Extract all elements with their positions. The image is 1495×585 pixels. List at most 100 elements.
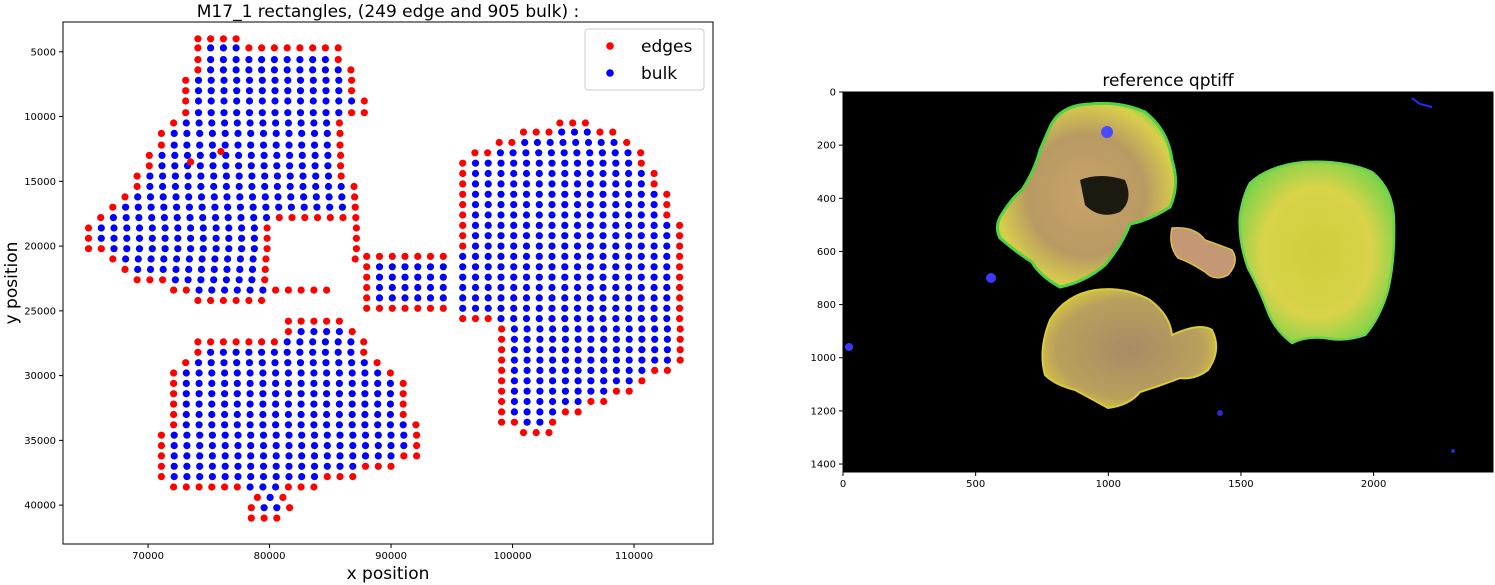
tissue-lower: [1041, 288, 1218, 410]
bulk-point: [272, 462, 280, 470]
scatter-y-axis: 5000 10000 15000 20000 25000 30000 35000 40000: [24, 47, 63, 512]
bulk-point: [223, 193, 231, 201]
bulk-point: [497, 221, 505, 229]
bulk-point: [573, 169, 582, 178]
bulk-point: [612, 201, 620, 209]
bulk-point: [509, 149, 517, 157]
bulk-point: [258, 56, 266, 64]
bulk-point: [611, 149, 619, 157]
bulk-point: [234, 431, 242, 439]
edge-point: [399, 400, 407, 408]
bulk-point: [573, 159, 582, 167]
edge-point: [337, 151, 345, 159]
bulk-point: [522, 169, 531, 178]
bulk-point: [573, 273, 582, 281]
bulk-point: [401, 283, 409, 292]
bulk-point: [510, 397, 518, 406]
bulk-point: [262, 203, 270, 211]
bulk-point: [637, 263, 645, 271]
bulk-point: [259, 431, 268, 439]
bulk-point: [309, 338, 317, 346]
bulk-point: [561, 283, 569, 292]
bulk-point: [587, 346, 595, 354]
bulk-point: [510, 387, 518, 395]
bulk-point: [336, 462, 344, 470]
bulk-point: [234, 129, 242, 137]
bulk-point: [271, 76, 279, 84]
edge-point: [146, 276, 154, 284]
bulk-point: [637, 273, 645, 281]
bulk-point: [625, 283, 633, 292]
bulk-point: [284, 76, 292, 84]
bulk-point: [484, 252, 492, 260]
edge-point: [323, 286, 331, 294]
bulk-point: [361, 442, 370, 450]
bulk-point: [234, 473, 242, 481]
bulk-point: [612, 169, 620, 178]
bulk-point: [233, 359, 241, 367]
bulk-point: [548, 294, 556, 302]
bulk-point: [248, 265, 257, 273]
y-tick-label: 30000: [24, 371, 56, 382]
bulk-point: [272, 400, 280, 408]
bulk-point: [182, 379, 190, 387]
bulk-point: [388, 283, 396, 292]
bulk-point: [399, 421, 407, 429]
tissue-notch-dark: [1080, 176, 1129, 215]
edge-point: [217, 147, 225, 156]
edge-point: [545, 429, 553, 437]
edge-point: [351, 193, 359, 201]
legend: edges bulk: [584, 28, 705, 91]
edge-point: [413, 442, 421, 450]
bulk-point: [196, 141, 204, 149]
bulk-point: [259, 379, 267, 387]
bulk-point: [259, 129, 268, 137]
bulk-point: [347, 348, 355, 356]
bulk-point: [298, 473, 306, 481]
bulk-point: [245, 348, 253, 356]
bulk-point: [561, 242, 569, 250]
edge-point: [350, 182, 358, 191]
bulk-point: [207, 109, 215, 117]
edge-point: [471, 315, 480, 323]
bulk-point: [298, 129, 306, 137]
bulk-point: [123, 224, 131, 232]
bulk-point: [261, 172, 269, 180]
bulk-point: [250, 224, 258, 232]
bulk-point: [599, 273, 607, 281]
bulk-point: [374, 410, 382, 419]
bulk-point: [625, 201, 633, 209]
bulk-point: [232, 44, 240, 52]
bulk-point: [612, 263, 620, 271]
bulk-point: [261, 193, 269, 201]
bulk-point: [497, 211, 505, 219]
bulk-point: [323, 141, 331, 149]
edge-point: [232, 296, 240, 305]
bulk-point: [235, 162, 243, 170]
bulk-point: [146, 265, 155, 273]
bulk-point: [284, 109, 292, 117]
bulk-point: [134, 203, 142, 211]
bulk-point: [182, 410, 190, 419]
edge-point: [337, 162, 345, 170]
bulk-point: [484, 294, 492, 302]
bulk-point: [586, 263, 594, 271]
blue-speck: [986, 273, 996, 283]
bulk-point: [284, 97, 292, 105]
bulk-point: [97, 224, 105, 232]
bulk-point: [625, 232, 633, 240]
bulk-point: [548, 232, 556, 240]
bulk-point: [561, 387, 570, 395]
bulk-point: [273, 182, 281, 191]
bulk-point: [599, 252, 607, 260]
bulk-point: [348, 421, 356, 429]
edge-point: [323, 473, 331, 481]
bulk-point: [323, 462, 331, 470]
bulk-point: [266, 493, 274, 501]
edge-point: [182, 87, 190, 95]
bulk-point: [510, 190, 518, 198]
edge-point: [623, 138, 631, 147]
bulk-point: [310, 129, 319, 137]
bulk-point: [523, 387, 531, 395]
bulk-point: [547, 149, 556, 157]
